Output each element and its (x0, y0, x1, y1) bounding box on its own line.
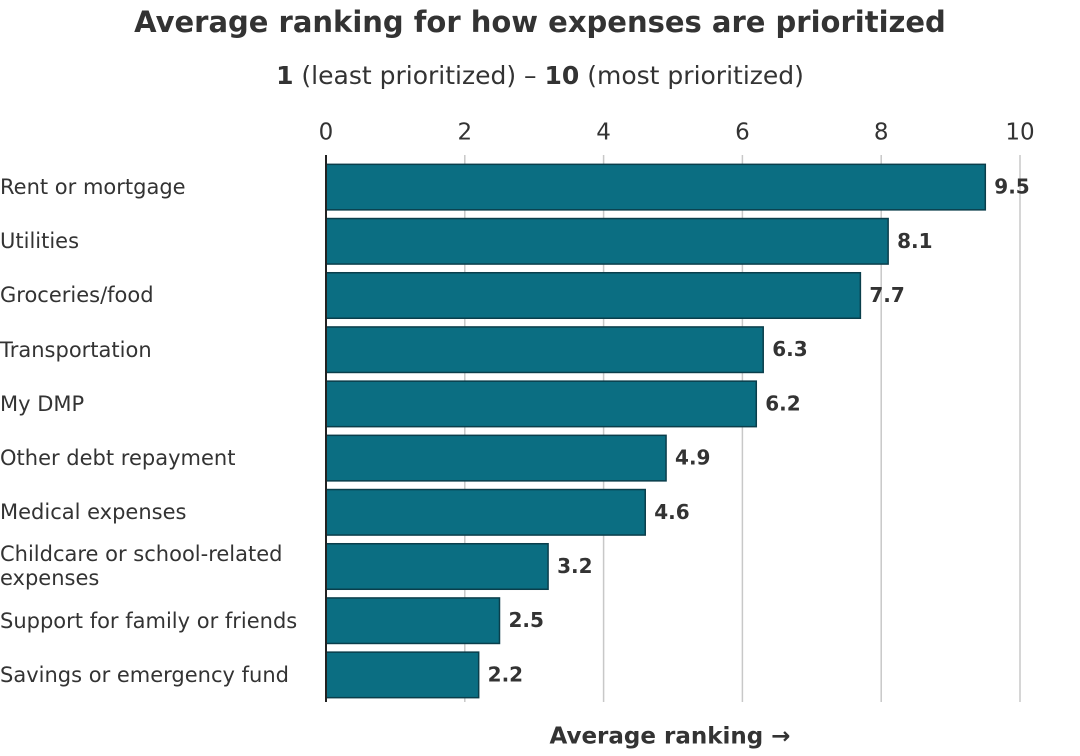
value-label: 4.6 (654, 500, 689, 524)
value-label: 4.9 (675, 446, 710, 470)
y-tick-label: Utilities (0, 229, 80, 254)
y-tick-label: Medical expenses (0, 500, 187, 525)
x-tick-label: 6 (735, 120, 750, 146)
value-label: 8.1 (897, 229, 932, 253)
y-tick-label: Other debt repayment (0, 446, 236, 471)
bar (325, 163, 987, 211)
x-tick-label: 0 (319, 120, 334, 146)
y-tick-label: Support for family or friends (0, 608, 298, 633)
bar (325, 597, 501, 645)
bar (325, 380, 758, 428)
x-axis-label: Average ranking → (549, 724, 790, 750)
x-tick-label: 4 (596, 120, 611, 146)
value-label: 6.3 (772, 337, 807, 361)
bar (325, 434, 667, 482)
bar (325, 488, 646, 536)
value-label: 2.5 (509, 608, 544, 632)
y-tick-label: Savings or emergency fund (0, 662, 289, 687)
chart-subtitle: 1 (least prioritized) – 10 (most priorit… (276, 61, 804, 90)
bar (325, 217, 889, 265)
value-label: 9.5 (994, 175, 1029, 199)
value-label: 7.7 (869, 283, 904, 307)
y-tick-label: Groceries/food (0, 283, 154, 308)
y-tick-label: My DMP (0, 391, 85, 416)
y-tick-label: Childcare or school-related expenses (0, 542, 283, 591)
subtitle-part: 10 (545, 61, 580, 90)
chart-title: Average ranking for how expenses are pri… (134, 5, 946, 39)
value-label: 6.2 (765, 391, 800, 415)
y-tick-label: Rent or mortgage (0, 175, 186, 200)
bar (325, 651, 480, 699)
value-label: 2.2 (488, 662, 523, 686)
y-tick-label: Transportation (0, 337, 152, 362)
x-tick-label: 2 (457, 120, 472, 146)
x-tick-label: 8 (874, 120, 889, 146)
bar (325, 326, 764, 374)
subtitle-part: 1 (276, 61, 293, 90)
x-tick-label: 10 (1005, 120, 1034, 146)
bar (325, 542, 549, 591)
subtitle-part: (least prioritized) – (293, 61, 544, 90)
value-label: 3.2 (557, 554, 592, 578)
subtitle-part: (most prioritized) (579, 61, 804, 90)
bar (325, 271, 862, 320)
